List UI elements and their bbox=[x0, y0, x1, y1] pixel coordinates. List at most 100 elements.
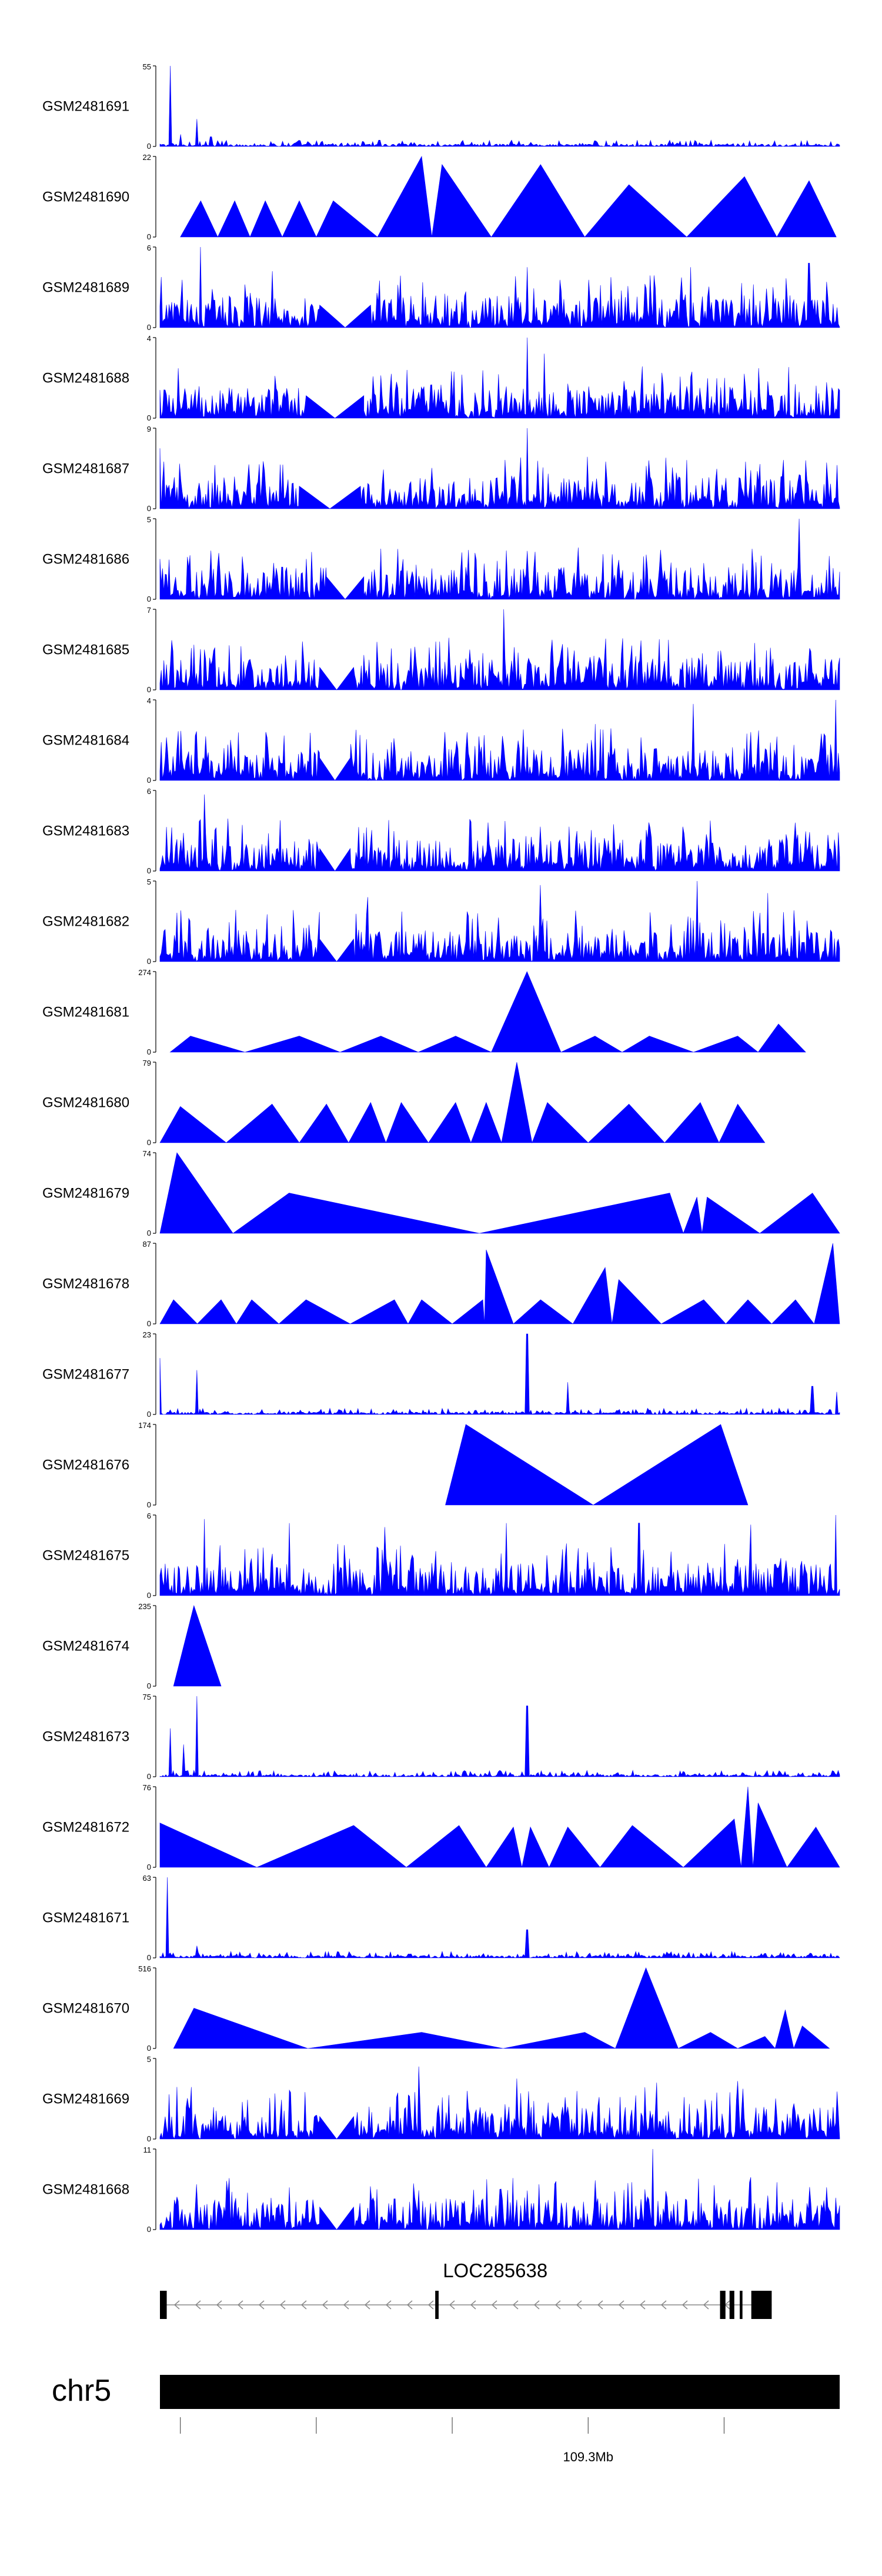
signal-area bbox=[159, 1333, 840, 1415]
signal-area bbox=[169, 971, 806, 1053]
gene-track: LOC285638 bbox=[160, 2260, 772, 2319]
track-GSM2481678: GSM2481678 87 0 bbox=[42, 1240, 840, 1328]
y-tick-label-max: 74 bbox=[143, 1149, 151, 1158]
signal-area bbox=[159, 794, 840, 872]
strand-arrow bbox=[512, 2300, 519, 2310]
signal-area bbox=[445, 1424, 749, 1506]
signal-area bbox=[159, 65, 840, 147]
y-tick-label-max: 5 bbox=[147, 2055, 151, 2064]
strand-arrow bbox=[364, 2300, 370, 2310]
signal-area bbox=[159, 1696, 840, 1777]
y-tick-label-min: 0 bbox=[147, 142, 151, 151]
track-GSM2481689: GSM2481689 6 0 bbox=[42, 243, 840, 332]
y-tick-label-max: 11 bbox=[143, 2145, 152, 2154]
y-tick-label-min: 0 bbox=[147, 866, 151, 875]
track-GSM2481674: GSM2481674 235 0 bbox=[42, 1602, 222, 1690]
strand-arrow bbox=[195, 2300, 201, 2310]
y-tick-label-min: 0 bbox=[147, 1500, 151, 1509]
chromosome-bar bbox=[160, 2375, 840, 2409]
y-tick-label-min: 0 bbox=[147, 232, 151, 241]
y-tick-label-min: 0 bbox=[147, 413, 151, 422]
track-label: GSM2481680 bbox=[42, 1095, 129, 1111]
y-tick-label-max: 516 bbox=[138, 1964, 151, 1973]
y-tick-label-max: 75 bbox=[143, 1693, 151, 1701]
track-GSM2481670: GSM2481670 516 0 bbox=[42, 1964, 830, 2053]
track-label: GSM2481671 bbox=[42, 1910, 129, 1926]
y-tick-label-min: 0 bbox=[147, 2134, 151, 2143]
y-tick-label-min: 0 bbox=[147, 1138, 151, 1147]
signal-area bbox=[173, 1967, 830, 2050]
signal-area bbox=[159, 337, 840, 419]
y-tick-label-max: 22 bbox=[143, 153, 151, 162]
y-tick-label-min: 0 bbox=[147, 1591, 151, 1600]
gene-exon bbox=[740, 2291, 743, 2319]
y-tick-label-max: 23 bbox=[143, 1330, 151, 1339]
strand-arrow bbox=[427, 2300, 434, 2310]
y-tick-label-max: 9 bbox=[147, 425, 151, 433]
signal-area bbox=[173, 1604, 222, 1687]
track-GSM2481669: GSM2481669 5 0 bbox=[42, 2055, 840, 2143]
strand-arrow bbox=[470, 2300, 476, 2310]
track-GSM2481687: GSM2481687 9 0 bbox=[42, 425, 840, 513]
strand-arrow bbox=[258, 2300, 265, 2310]
strand-arrow bbox=[385, 2300, 392, 2310]
track-GSM2481683: GSM2481683 6 0 bbox=[42, 787, 840, 875]
y-tick-label-min: 0 bbox=[147, 595, 151, 603]
strand-arrow bbox=[554, 2300, 561, 2310]
y-tick-label-min: 0 bbox=[147, 2225, 151, 2234]
y-tick-label-min: 0 bbox=[147, 1319, 151, 1328]
y-tick-label-max: 174 bbox=[138, 1421, 151, 1430]
signal-area bbox=[159, 1062, 766, 1144]
position-tick-label: 109.3Mb bbox=[563, 2450, 613, 2464]
track-GSM2481684: GSM2481684 4 0 bbox=[42, 696, 840, 785]
signal-area bbox=[159, 1786, 840, 1868]
y-tick-label-min: 0 bbox=[147, 1047, 151, 1056]
track-GSM2481691: GSM2481691 55 0 bbox=[42, 62, 840, 151]
y-tick-label-min: 0 bbox=[147, 323, 151, 332]
strand-arrow bbox=[597, 2300, 603, 2310]
signal-area bbox=[180, 156, 837, 238]
signal-area bbox=[159, 518, 840, 600]
track-GSM2481677: GSM2481677 23 0 bbox=[42, 1330, 840, 1419]
track-GSM2481688: GSM2481688 4 0 bbox=[42, 334, 840, 422]
track-label: GSM2481675 bbox=[42, 1548, 129, 1564]
gene-exon bbox=[729, 2291, 734, 2319]
track-GSM2481686: GSM2481686 5 0 bbox=[42, 515, 840, 603]
y-tick-label-max: 7 bbox=[147, 606, 151, 615]
y-tick-label-max: 63 bbox=[143, 1874, 151, 1883]
y-tick-label-max: 274 bbox=[138, 968, 151, 977]
strand-arrow bbox=[216, 2300, 222, 2310]
y-tick-label-min: 0 bbox=[147, 957, 151, 966]
track-label: GSM2481691 bbox=[42, 99, 129, 115]
track-label: GSM2481674 bbox=[42, 1639, 129, 1654]
strand-arrow bbox=[300, 2300, 307, 2310]
y-tick-label-max: 6 bbox=[147, 1511, 151, 1520]
track-label: GSM2481686 bbox=[42, 552, 129, 568]
y-tick-label-min: 0 bbox=[147, 1229, 151, 1237]
y-tick-label-min: 0 bbox=[147, 1772, 151, 1781]
track-label: GSM2481672 bbox=[42, 1820, 129, 1836]
ideogram: chr5 109.3Mb bbox=[52, 2374, 840, 2464]
signal-area bbox=[159, 699, 840, 782]
track-GSM2481682: GSM2481682 5 0 bbox=[42, 877, 840, 966]
strand-arrow bbox=[279, 2300, 286, 2310]
track-GSM2481681: GSM2481681 274 0 bbox=[42, 968, 806, 1056]
y-tick-label-min: 0 bbox=[147, 1410, 151, 1419]
signal-area bbox=[159, 246, 840, 328]
gene-exon bbox=[720, 2291, 726, 2319]
y-tick-label-min: 0 bbox=[147, 2044, 151, 2053]
gene-exon bbox=[160, 2291, 167, 2319]
signal-area bbox=[159, 1243, 840, 1324]
track-label: GSM2481690 bbox=[42, 189, 129, 205]
track-GSM2481672: GSM2481672 76 0 bbox=[42, 1783, 840, 1871]
signal-area bbox=[159, 609, 840, 690]
y-tick-label-min: 0 bbox=[147, 1863, 151, 1871]
track-GSM2481685: GSM2481685 7 0 bbox=[42, 606, 840, 694]
signal-area bbox=[159, 428, 840, 509]
strand-arrow bbox=[406, 2300, 413, 2310]
y-tick-label-max: 5 bbox=[147, 515, 151, 524]
track-GSM2481668: GSM2481668 11 0 bbox=[42, 2145, 840, 2234]
strand-arrow bbox=[343, 2300, 349, 2310]
y-tick-label-max: 79 bbox=[143, 1059, 151, 1067]
